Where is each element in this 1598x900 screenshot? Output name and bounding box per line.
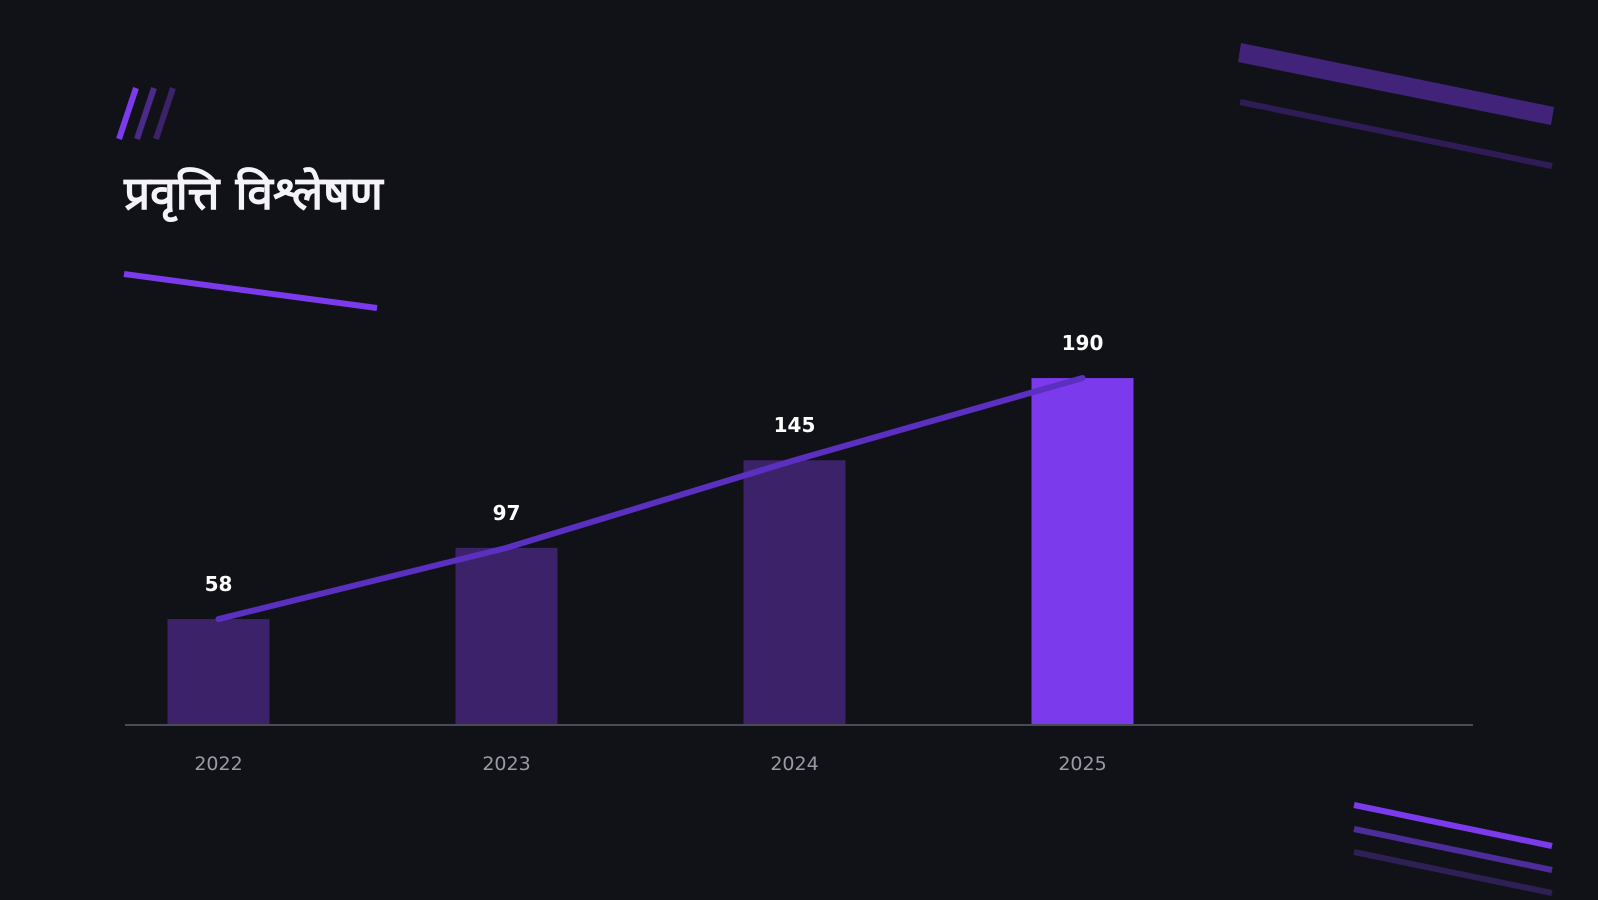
value-label-2022: 58 [205, 572, 233, 596]
decoration-bars-top-right [1238, 43, 1554, 169]
x-tick-label-2024: 2024 [770, 753, 818, 775]
bar-2023 [455, 547, 558, 725]
slash-3 [153, 87, 176, 140]
x-tick-label-2022: 2022 [194, 753, 242, 775]
tick-labels-group: 2022 2023 2024 2025 [194, 753, 1106, 775]
bar-2024 [743, 460, 846, 725]
slash-2 [134, 87, 157, 140]
stripe-2 [1353, 826, 1553, 873]
value-label-2023: 97 [493, 501, 521, 525]
decoration-lines-bottom-right [1353, 802, 1553, 896]
page-title: प्रवृत्ति विश्लेषण [124, 166, 383, 220]
stripe-3 [1353, 849, 1553, 896]
x-tick-label-2025: 2025 [1058, 753, 1106, 775]
title-underline-decoration [123, 271, 378, 311]
bars-group [167, 378, 1134, 725]
stripe-thick [1238, 43, 1554, 125]
bar-2025 [1031, 378, 1134, 725]
value-label-2024: 145 [774, 413, 816, 437]
bar-2022 [167, 619, 270, 725]
trend-line [215, 375, 1086, 623]
value-labels-group: 58 97 145 190 [205, 331, 1104, 596]
stripe-1 [1353, 802, 1553, 849]
x-tick-label-2023: 2023 [482, 753, 530, 775]
decoration-slashes-top-left [116, 87, 176, 140]
stripe-thin [1239, 99, 1553, 169]
value-label-2025: 190 [1062, 331, 1104, 355]
slash-1 [116, 87, 139, 140]
